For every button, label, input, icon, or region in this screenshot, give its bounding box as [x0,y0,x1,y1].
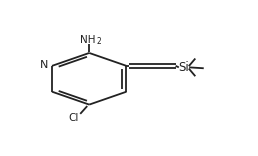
Text: Cl: Cl [68,113,79,123]
Text: Si: Si [178,61,189,74]
Text: NH: NH [80,35,96,45]
Text: N: N [40,60,49,70]
Text: 2: 2 [96,37,101,46]
